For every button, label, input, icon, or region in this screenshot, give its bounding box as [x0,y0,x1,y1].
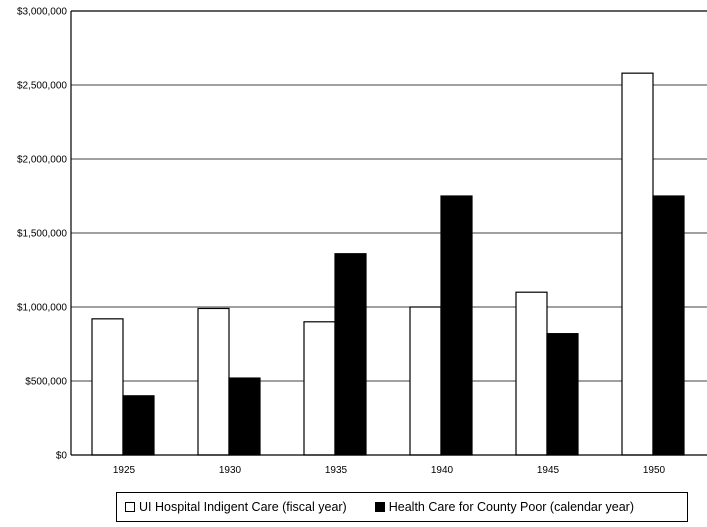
legend-label-county-poor: Health Care for County Poor (calendar ye… [388,500,634,514]
x-tick-label: 1940 [431,465,454,476]
bar-ui-hospital [621,72,654,456]
bar-county-poor [546,333,579,456]
y-axis-tick-labels: $0 $500,000 $1,000,000 $1,500,000 $2,000,000… [17,7,67,462]
bar-county-poor [228,377,261,456]
legend-item-county-poor: Health Care for County Poor (calendar ye… [374,500,634,514]
legend-item-ui-hospital: UI Hospital Indigent Care (fiscal year) [125,500,347,514]
x-tick-label: 1950 [643,465,666,476]
bar-ui-hospital [197,307,230,456]
legend: UI Hospital Indigent Care (fiscal year) … [116,492,688,522]
x-axis-tick-labels: 1925 1930 1935 1940 1945 1950 [113,465,666,476]
bar-ui-hospital [515,291,548,456]
x-tick-label: 1925 [113,465,136,476]
x-tick-label: 1945 [537,465,560,476]
bars [91,72,685,456]
y-tick-label: $3,000,000 [17,7,67,18]
legend-swatch-county-poor [374,502,385,512]
bar-ui-hospital [91,318,124,456]
x-tick-label: 1930 [219,465,242,476]
bar-county-poor [440,195,473,456]
bar-ui-hospital [409,306,442,456]
bar-ui-hospital [303,321,336,456]
gridlines [71,10,707,382]
y-tick-label: $0 [56,451,68,462]
legend-swatch-ui-hospital [125,502,135,512]
y-tick-label: $2,500,000 [17,81,67,92]
x-tick-label: 1935 [325,465,348,476]
bar-county-poor [334,253,367,456]
y-tick-label: $500,000 [25,377,67,388]
y-tick-label: $1,000,000 [17,303,67,314]
legend-label-ui-hospital: UI Hospital Indigent Care (fiscal year) [139,500,347,514]
bar-county-poor [122,395,155,456]
y-tick-label: $1,500,000 [17,229,67,240]
y-tick-label: $2,000,000 [17,155,67,166]
bar-county-poor [652,195,685,456]
